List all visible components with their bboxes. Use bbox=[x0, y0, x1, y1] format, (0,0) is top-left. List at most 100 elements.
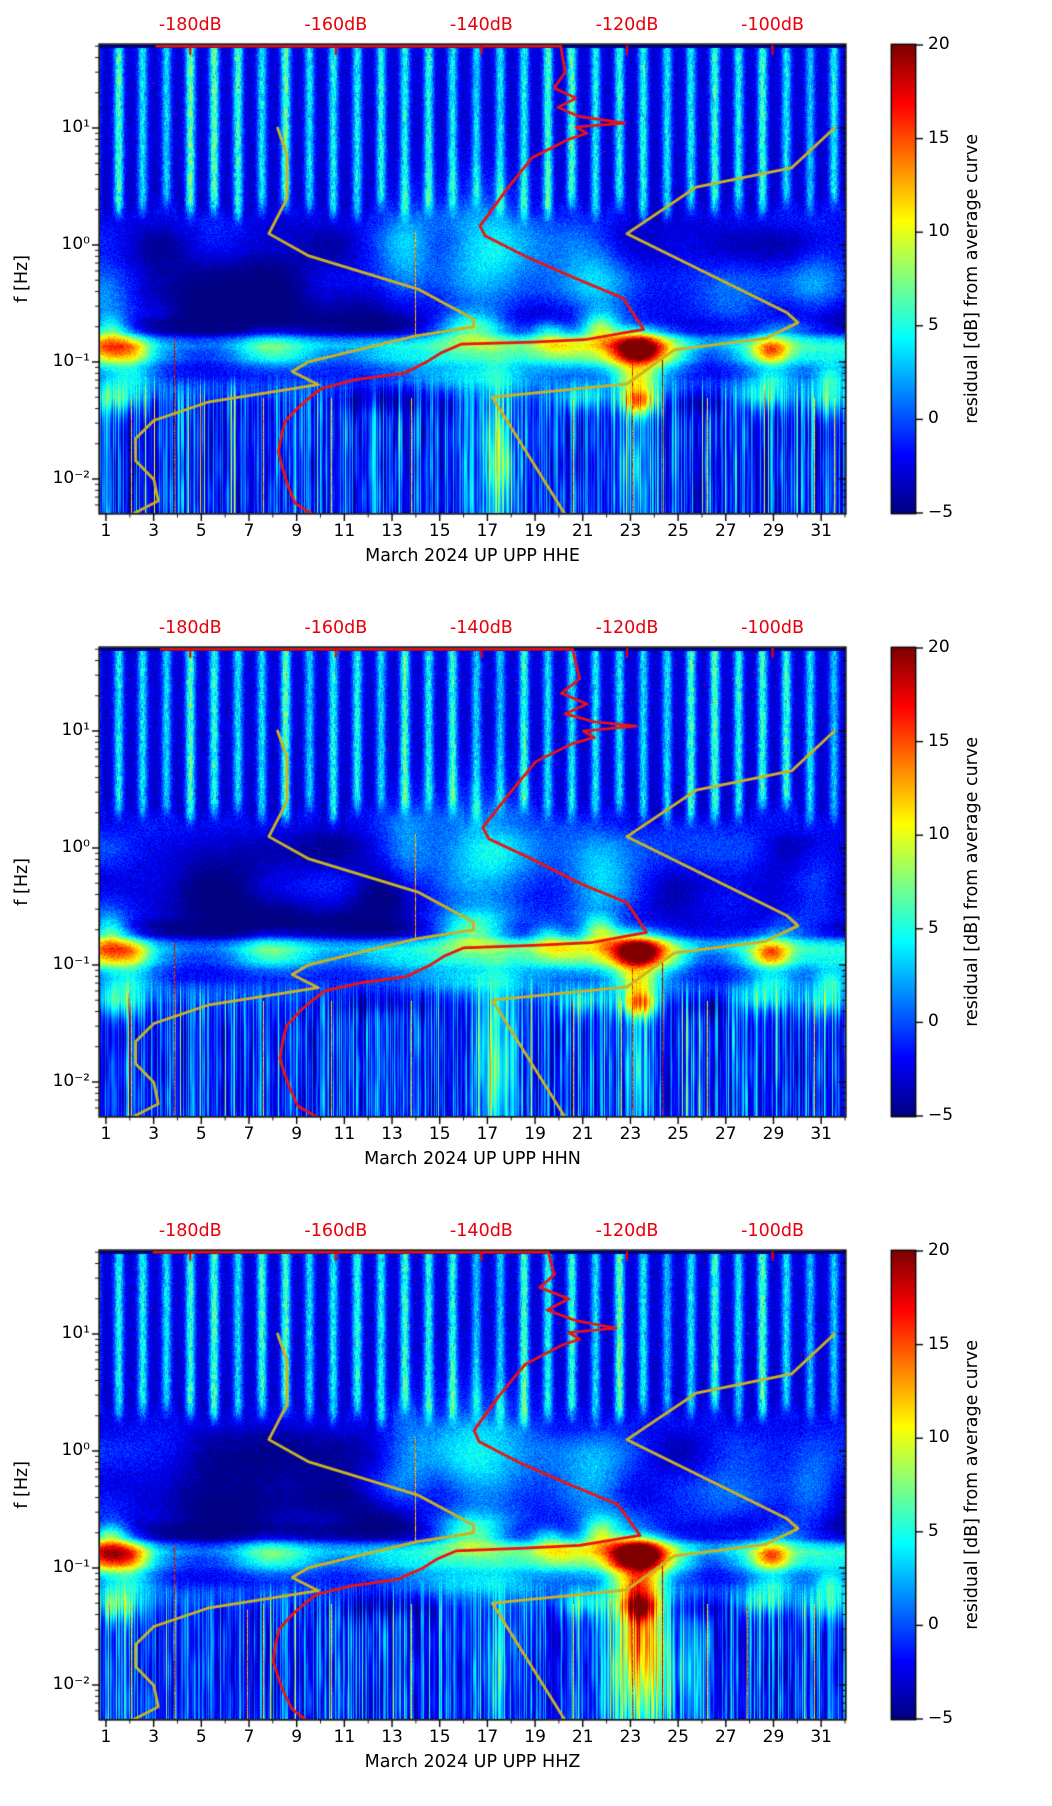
x-tick-label: 15 bbox=[428, 1124, 451, 1144]
colorbar-tick-label: −5 bbox=[928, 1105, 954, 1125]
y-tick-label: 10⁻² bbox=[52, 1673, 90, 1694]
x-axis-label: March 2024 UP UPP HHE bbox=[365, 546, 580, 566]
x-tick-label: 17 bbox=[476, 521, 499, 541]
top-db-tick-label: -160dB bbox=[304, 618, 368, 638]
y-tick-label: 10⁻¹ bbox=[52, 953, 90, 974]
top-db-tick-label: -120dB bbox=[595, 15, 659, 35]
x-tick-label: 21 bbox=[571, 1727, 594, 1747]
x-tick-label: 31 bbox=[810, 521, 832, 541]
x-tick-label: 11 bbox=[333, 1727, 356, 1747]
top-db-tick-label: -140dB bbox=[449, 15, 513, 35]
x-tick-label: 11 bbox=[333, 521, 356, 541]
x-tick-label: 29 bbox=[762, 1727, 785, 1747]
x-tick-label: 17 bbox=[476, 1124, 499, 1144]
x-tick-label: 29 bbox=[762, 521, 785, 541]
y-tick-label: 10⁻² bbox=[52, 1070, 90, 1091]
colorbar-label: residual [dB] from average curve bbox=[962, 737, 982, 1027]
x-tick-label: 3 bbox=[148, 1124, 160, 1144]
colorbar-tick-label: 5 bbox=[928, 1520, 939, 1541]
x-tick-label: 19 bbox=[524, 521, 546, 541]
x-tick-label: 27 bbox=[714, 1124, 737, 1144]
x-tick-label: 1 bbox=[100, 1727, 112, 1747]
top-db-tick-label: -160dB bbox=[304, 15, 368, 35]
top-db-tick-label: -160dB bbox=[304, 1221, 368, 1241]
x-tick-label: 25 bbox=[667, 521, 689, 541]
y-axis-label: f [Hz] bbox=[12, 858, 32, 906]
top-db-tick-label: -180dB bbox=[158, 1221, 222, 1241]
colorbar-tick-label: −5 bbox=[928, 502, 954, 522]
y-tick-label: 10¹ bbox=[61, 719, 90, 740]
colorbar-tick-label: 0 bbox=[928, 1614, 939, 1635]
colorbar-tick-label: 20 bbox=[928, 637, 950, 657]
y-axis-label: f [Hz] bbox=[12, 1461, 32, 1509]
x-tick-label: 11 bbox=[333, 1124, 356, 1144]
y-tick-label: 10⁻¹ bbox=[52, 1556, 90, 1577]
x-tick-label: 13 bbox=[381, 1727, 403, 1747]
x-tick-label: 5 bbox=[195, 521, 207, 541]
top-db-tick-label: -140dB bbox=[449, 618, 513, 638]
x-tick-label: 7 bbox=[243, 521, 255, 541]
x-tick-label: 31 bbox=[810, 1727, 832, 1747]
y-tick-label: 10¹ bbox=[61, 1322, 90, 1343]
colorbar-tick-label: 5 bbox=[928, 917, 939, 938]
colorbar-tick-label: 15 bbox=[928, 127, 950, 148]
colorbar-label: residual [dB] from average curve bbox=[962, 1340, 982, 1630]
spectrogram-canvas-hhe bbox=[100, 45, 845, 513]
colorbar-tick-label: 0 bbox=[928, 1011, 939, 1032]
top-db-tick-label: -100dB bbox=[741, 15, 804, 35]
x-tick-label: 1 bbox=[100, 1124, 112, 1144]
x-tick-label: 27 bbox=[714, 521, 737, 541]
x-tick-label: 17 bbox=[476, 1727, 499, 1747]
x-tick-label: 7 bbox=[243, 1727, 255, 1747]
colorbar-tick-label: 10 bbox=[928, 221, 950, 242]
x-tick-label: 21 bbox=[571, 1124, 594, 1144]
x-tick-label: 1 bbox=[100, 521, 112, 541]
x-tick-label: 9 bbox=[291, 521, 303, 541]
x-tick-label: 3 bbox=[148, 1727, 160, 1747]
x-tick-label: 5 bbox=[195, 1124, 207, 1144]
x-tick-label: 27 bbox=[714, 1727, 737, 1747]
x-tick-label: 21 bbox=[571, 521, 594, 541]
x-tick-label: 7 bbox=[243, 1124, 255, 1144]
colorbar-tick-label: 20 bbox=[928, 1240, 950, 1260]
y-tick-label: 10⁰ bbox=[61, 233, 90, 254]
x-tick-label: 23 bbox=[619, 1124, 642, 1144]
colorbar-tick-label: 15 bbox=[928, 1333, 950, 1354]
x-tick-label: 15 bbox=[428, 521, 451, 541]
panel-hhn: March 2024 UP UPP HHN f [Hz] residual [d… bbox=[0, 618, 1052, 1251]
x-tick-label: 5 bbox=[195, 1727, 207, 1747]
top-db-tick-label: -120dB bbox=[595, 618, 659, 638]
top-db-tick-label: -180dB bbox=[158, 618, 222, 638]
colorbar-tick-label: 10 bbox=[928, 824, 950, 845]
x-tick-label: 9 bbox=[291, 1727, 303, 1747]
y-tick-label: 10⁻² bbox=[52, 467, 90, 488]
top-db-tick-label: -100dB bbox=[741, 618, 804, 638]
x-tick-label: 19 bbox=[524, 1124, 546, 1144]
y-tick-label: 10⁰ bbox=[61, 1439, 90, 1460]
panel-hhe: March 2024 UP UPP HHE f [Hz] residual [d… bbox=[0, 15, 1052, 648]
y-tick-label: 10¹ bbox=[61, 116, 90, 137]
x-tick-label: 13 bbox=[381, 1124, 403, 1144]
x-tick-label: 25 bbox=[667, 1124, 689, 1144]
spectrogram-canvas-hhn bbox=[100, 648, 845, 1116]
top-db-tick-label: -140dB bbox=[449, 1221, 513, 1241]
x-tick-label: 9 bbox=[291, 1124, 303, 1144]
colorbar-tick-label: 5 bbox=[928, 314, 939, 335]
colorbar-tick-label: 0 bbox=[928, 408, 939, 429]
x-tick-label: 15 bbox=[428, 1727, 451, 1747]
x-tick-label: 13 bbox=[381, 521, 403, 541]
y-tick-label: 10⁻¹ bbox=[52, 350, 90, 371]
x-tick-label: 25 bbox=[667, 1727, 689, 1747]
x-axis-label: March 2024 UP UPP HHZ bbox=[364, 1752, 581, 1772]
panel-hhz: March 2024 UP UPP HHZ f [Hz] residual [d… bbox=[0, 1221, 1052, 1806]
x-tick-label: 23 bbox=[619, 521, 642, 541]
x-tick-label: 19 bbox=[524, 1727, 546, 1747]
y-tick-label: 10⁰ bbox=[61, 836, 90, 857]
colorbar-tick-label: 10 bbox=[928, 1427, 950, 1448]
x-tick-label: 23 bbox=[619, 1727, 642, 1747]
x-axis-label: March 2024 UP UPP HHN bbox=[364, 1149, 581, 1169]
colorbar-label: residual [dB] from average curve bbox=[962, 134, 982, 424]
spectrogram-canvas-hhz bbox=[100, 1251, 845, 1719]
colorbar-tick-label: 20 bbox=[928, 34, 950, 54]
